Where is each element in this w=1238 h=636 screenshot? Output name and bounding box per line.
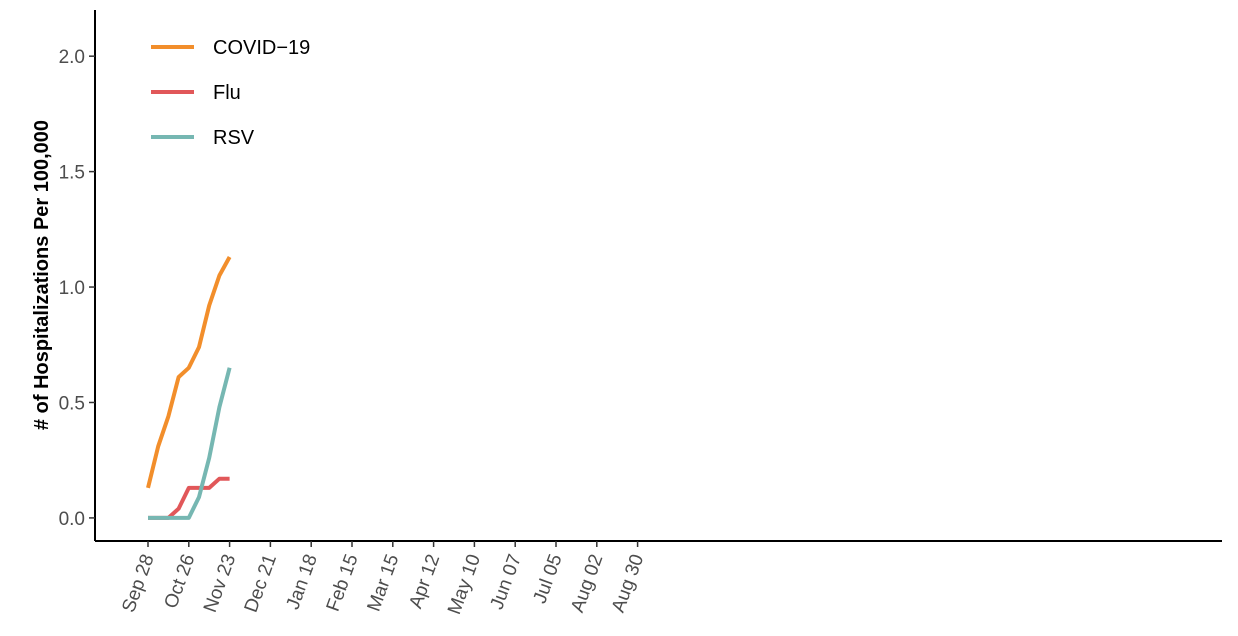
y-tick-label: 0.0: [59, 509, 85, 530]
x-tick-label: Aug 02: [567, 552, 607, 616]
series-line-flu: [148, 476, 230, 520]
x-tick-label: Nov 23: [200, 552, 240, 616]
series-lines: [146, 256, 232, 520]
legend-label-rsv: RSV: [213, 127, 255, 149]
legend: COVID−19 Flu RSV: [151, 37, 310, 149]
series-line-rsv: [148, 367, 232, 520]
y-tick-label: 0.5: [59, 393, 85, 414]
x-tick-label: Dec 21: [241, 552, 281, 616]
series-line-covid-19: [146, 256, 232, 489]
x-axis: Sep 28 Oct 26 Nov 23 Dec 21 Jan 18 Feb 15 Mar …: [95, 540, 1222, 618]
y-tick-label: 2.0: [59, 47, 85, 68]
legend-label-flu: Flu: [213, 82, 241, 104]
x-tick-label: Jun 07: [487, 552, 526, 613]
x-tick-label: May 10: [444, 552, 485, 618]
x-tick-label: Oct 26: [161, 552, 200, 612]
y-axis-label: # of Hospitalizations Per 100,000: [31, 120, 53, 430]
x-tick-label: Feb 15: [323, 552, 363, 615]
x-tick-label: Aug 30: [608, 552, 648, 616]
x-tick-label: Jul 05: [530, 552, 567, 607]
y-tick-label: 1.0: [59, 278, 85, 299]
x-tick-label: Sep 28: [118, 552, 158, 616]
legend-label-covid-19: COVID−19: [213, 37, 310, 59]
y-tick-label: 1.5: [59, 163, 85, 184]
y-axis: 0.0 0.5 1.0 1.5 2.0: [59, 10, 96, 541]
x-tick-label: Apr 12: [405, 552, 444, 612]
x-tick-label: Mar 15: [364, 552, 404, 615]
x-tick-label: Jan 18: [283, 552, 322, 613]
